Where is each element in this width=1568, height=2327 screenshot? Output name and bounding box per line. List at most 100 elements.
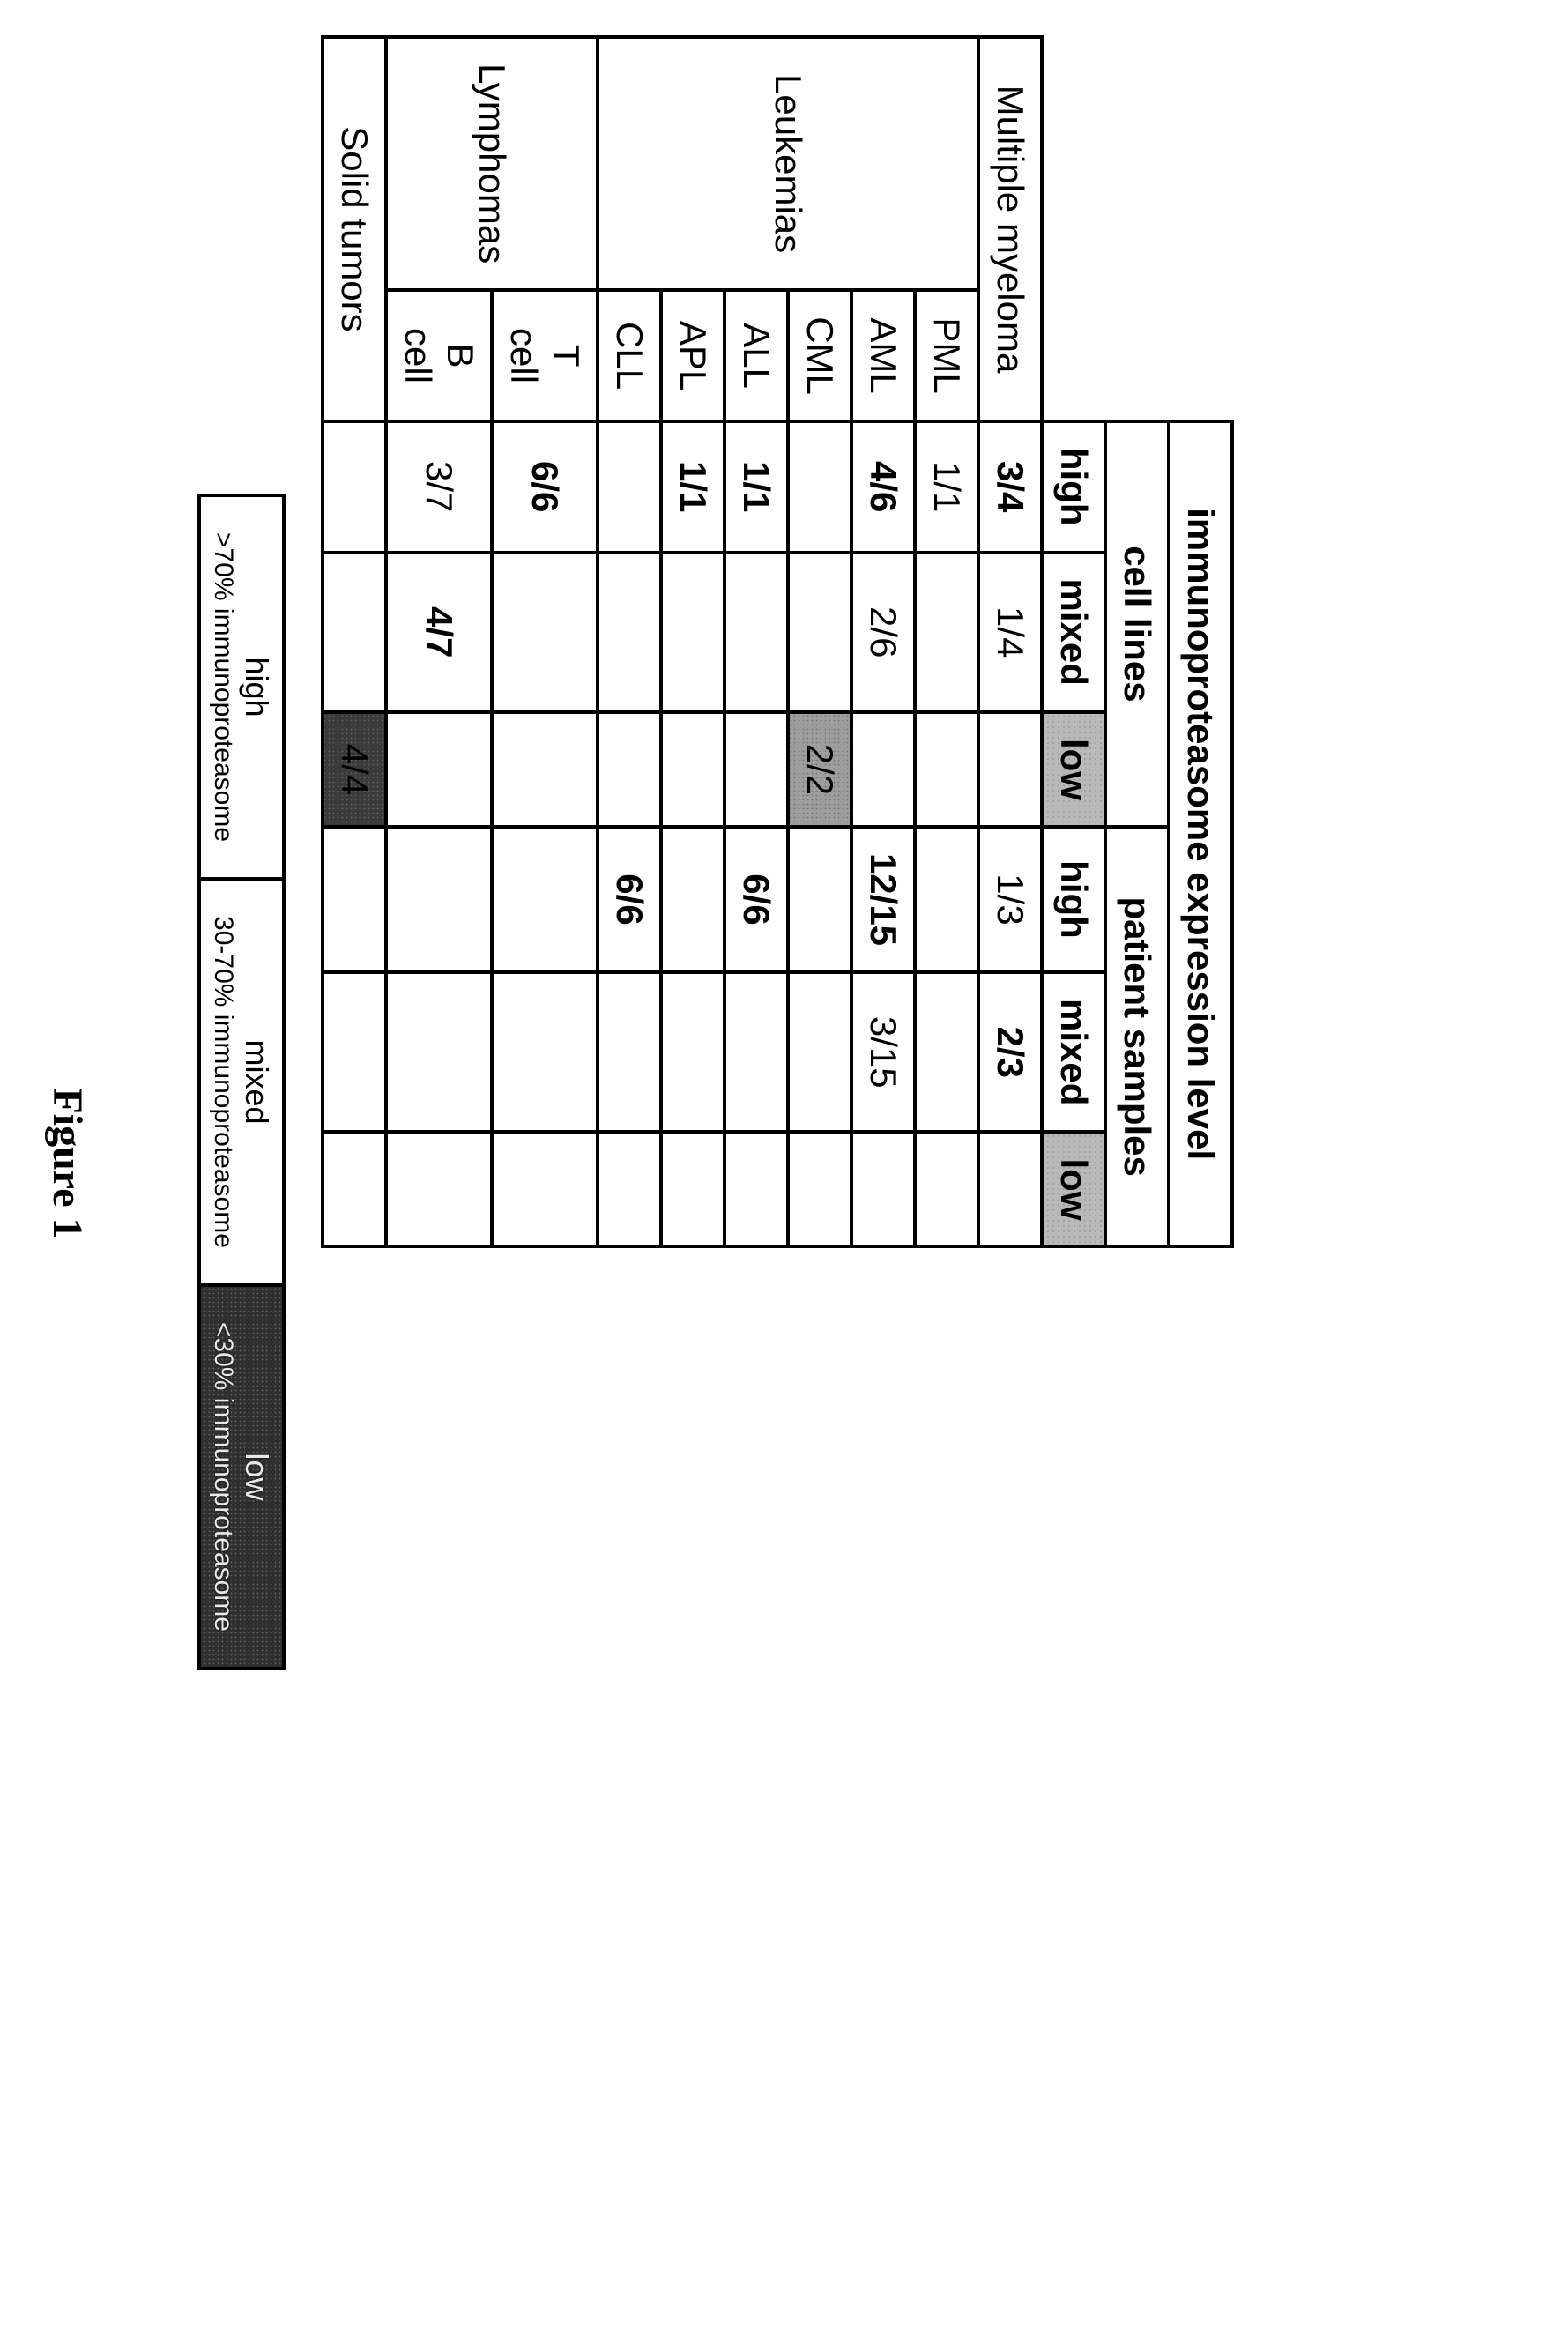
- cell: [725, 1132, 788, 1246]
- cell: [323, 972, 386, 1132]
- cell: 2/6: [851, 553, 915, 712]
- cell: 2/2: [788, 712, 851, 827]
- legend-low: low <30% immunoproteasome: [199, 1285, 284, 1669]
- cell: 6/6: [725, 827, 788, 972]
- cell: 3/15: [851, 972, 915, 1132]
- legend-mixed-title: mixed: [239, 1039, 275, 1124]
- cell: [661, 1132, 725, 1246]
- figure-caption: Figure 1: [43, 35, 92, 2292]
- cell: [386, 712, 492, 827]
- row-label-cml: CML: [788, 290, 851, 421]
- cell: [598, 972, 661, 1132]
- cell: [661, 827, 725, 972]
- cell: 4/4: [323, 712, 386, 827]
- table-row: Leukemias PML 1/1: [915, 37, 978, 1246]
- table-row: Multiple myeloma 3/4 1/4 1/3 2/3: [978, 37, 1042, 1246]
- cell: [915, 1132, 978, 1246]
- cell: [598, 1132, 661, 1246]
- header-top: immunoproteasome expression level: [1169, 421, 1232, 1247]
- cell: [598, 421, 661, 553]
- row-label-leukemias: Leukemias: [598, 37, 978, 290]
- cell: 2/3: [978, 972, 1042, 1132]
- col-ps-high: high: [1042, 827, 1105, 972]
- cell: [661, 972, 725, 1132]
- cell: [598, 712, 661, 827]
- row-label-apl: APL: [661, 290, 725, 421]
- cell: [661, 712, 725, 827]
- cell: 1/1: [661, 421, 725, 553]
- legend-high: high >70% immunoproteasome: [199, 495, 284, 879]
- cell: [725, 712, 788, 827]
- cell: [661, 553, 725, 712]
- cell: [492, 1132, 598, 1246]
- header-cell-lines: cell lines: [1105, 421, 1169, 827]
- cell: [978, 1132, 1042, 1246]
- row-label-pml: PML: [915, 290, 978, 421]
- cell: [788, 972, 851, 1132]
- row-label-mm: Multiple myeloma: [978, 37, 1042, 421]
- cell: [915, 972, 978, 1132]
- cell: [851, 1132, 915, 1246]
- cell: [915, 827, 978, 972]
- row-label-solid: Solid tumors: [323, 37, 386, 421]
- cell: [725, 553, 788, 712]
- cell: 1/1: [725, 421, 788, 553]
- cell: [386, 972, 492, 1132]
- cell: [851, 712, 915, 827]
- cell: [492, 972, 598, 1132]
- expression-table: immunoproteasome expression level cell l…: [321, 35, 1234, 1248]
- row-label-tcell: T cell: [492, 290, 598, 421]
- legend-low-title: low: [239, 1453, 275, 1500]
- cell: [915, 553, 978, 712]
- cell: [915, 712, 978, 827]
- legend-mixed: mixed 30-70% immunoproteasome: [199, 879, 284, 1285]
- row-label-all: ALL: [725, 290, 788, 421]
- cell: [386, 1132, 492, 1246]
- cell: 12/15: [851, 827, 915, 972]
- cell: [323, 827, 386, 972]
- cell: 4/6: [851, 421, 915, 553]
- cell: [978, 712, 1042, 827]
- col-ps-low: low: [1042, 1132, 1105, 1246]
- spacer: [1105, 37, 1169, 421]
- legend-low-sub: <30% immunoproteasome: [208, 1322, 238, 1632]
- cell: 4/7: [386, 553, 492, 712]
- cell: [788, 553, 851, 712]
- col-ps-mixed: mixed: [1042, 972, 1105, 1132]
- cell: 6/6: [598, 827, 661, 972]
- cell: 3/7: [386, 421, 492, 553]
- legend-table: high >70% immunoproteasome mixed 30-70% …: [197, 494, 286, 1670]
- row-label-aml: AML: [851, 290, 915, 421]
- cell: 1/3: [978, 827, 1042, 972]
- row-label-cll: CLL: [598, 290, 661, 421]
- cell: 1/4: [978, 553, 1042, 712]
- table-row: Lymphomas T cell 6/6: [492, 37, 598, 1246]
- cell: 6/6: [492, 421, 598, 553]
- spacer: [1042, 37, 1105, 421]
- spacer: [1169, 37, 1232, 421]
- legend-mixed-sub: 30-70% immunoproteasome: [208, 916, 238, 1248]
- row-label-lymphomas: Lymphomas: [386, 37, 598, 290]
- header-patient-samples: patient samples: [1105, 827, 1169, 1247]
- cell: [788, 421, 851, 553]
- cell: [788, 827, 851, 972]
- legend-high-sub: >70% immunoproteasome: [208, 532, 238, 842]
- cell: [492, 553, 598, 712]
- col-cl-mixed: mixed: [1042, 553, 1105, 712]
- cell: [323, 1132, 386, 1246]
- cell: [323, 421, 386, 553]
- col-cl-high: high: [1042, 421, 1105, 553]
- cell: [386, 827, 492, 972]
- cell: [492, 827, 598, 972]
- col-cl-low: low: [1042, 712, 1105, 827]
- table-row: Solid tumors 4/4: [323, 37, 386, 1246]
- cell: 1/1: [915, 421, 978, 553]
- cell: 3/4: [978, 421, 1042, 553]
- legend-high-title: high: [239, 657, 275, 717]
- cell: [598, 553, 661, 712]
- cell: [788, 1132, 851, 1246]
- cell: [725, 972, 788, 1132]
- cell: [323, 553, 386, 712]
- cell: [492, 712, 598, 827]
- row-label-bcell: B cell: [386, 290, 492, 421]
